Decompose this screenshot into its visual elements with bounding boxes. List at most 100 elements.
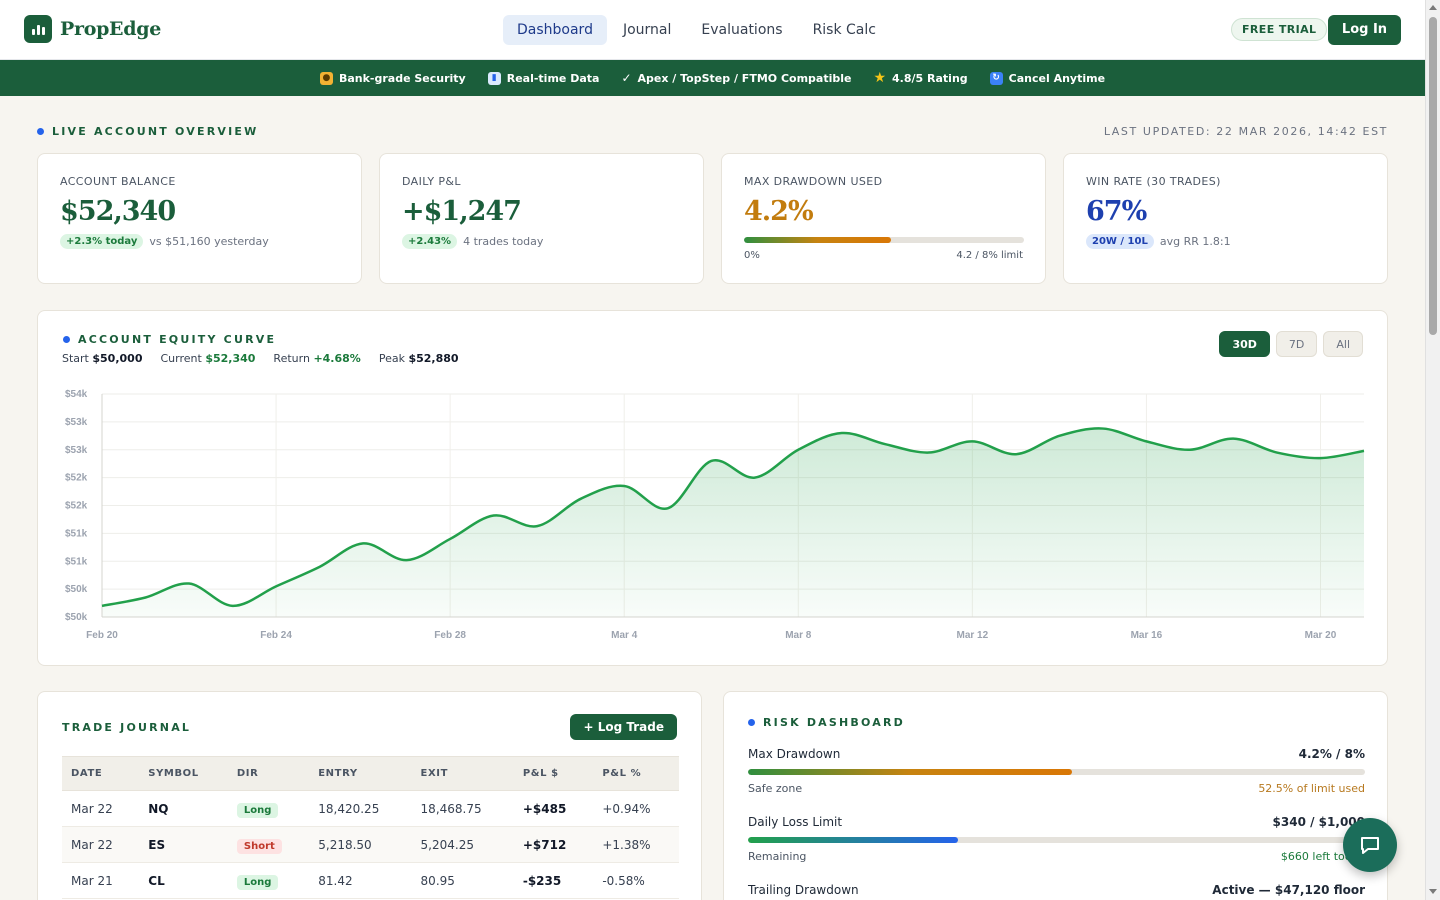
col-pnl[interactable]: P&L $: [513, 756, 594, 791]
risk-progress-bar: [748, 769, 1365, 775]
stat-return: Return +4.68%: [273, 352, 361, 365]
x-tick-label: Feb 28: [434, 630, 466, 641]
kpi-sub: +2.3% today vs $51,160 yesterday: [60, 234, 269, 249]
equity-point[interactable]: [1099, 425, 1107, 433]
table-row[interactable]: Mar 21 CL Long 81.42 80.95 -$235 -0.58%: [62, 862, 679, 899]
equity-point[interactable]: [359, 539, 367, 547]
kpi-value: 67%: [1086, 196, 1147, 227]
check-icon: ✓: [621, 71, 632, 85]
col-dir[interactable]: DIR: [227, 756, 310, 791]
equity-point[interactable]: [1142, 437, 1150, 445]
log-trade-button[interactable]: + Log Trade: [570, 714, 677, 740]
equity-point[interactable]: [272, 582, 280, 590]
col-date[interactable]: DATE: [62, 756, 140, 791]
kpi-value: +$1,247: [402, 196, 522, 227]
brand-logo[interactable]: PropEdge: [24, 15, 161, 43]
scroll-down-icon[interactable]: [1429, 889, 1437, 894]
y-tick-label: $50k: [65, 612, 88, 623]
cell-entry: 81.42: [309, 862, 412, 899]
equity-point[interactable]: [751, 474, 759, 482]
range-all-button[interactable]: All: [1323, 331, 1363, 357]
y-tick-label: $51k: [65, 556, 88, 567]
equity-point[interactable]: [1360, 447, 1368, 455]
nav-dashboard[interactable]: Dashboard: [503, 15, 607, 45]
equity-point[interactable]: [490, 512, 498, 520]
kpi-label: MAX DRAWDOWN USED: [744, 175, 883, 188]
trust-label: 4.8/5 Rating: [892, 71, 968, 85]
nav-evaluations[interactable]: Evaluations: [701, 22, 783, 38]
cell-pnl: +$712: [513, 826, 594, 863]
trust-bar: ● Bank-grade Security ▮ Real-time Data ✓…: [0, 60, 1425, 96]
equity-point[interactable]: [925, 449, 933, 457]
logo-bars-icon: [24, 15, 52, 43]
equity-point[interactable]: [881, 440, 889, 448]
equity-point[interactable]: [620, 482, 628, 490]
equity-point[interactable]: [229, 602, 237, 610]
equity-point[interactable]: [838, 429, 846, 437]
range-30d-button[interactable]: 30D: [1219, 331, 1270, 357]
equity-point[interactable]: [142, 593, 150, 601]
brand-name: PropEdge: [60, 18, 161, 40]
equity-point[interactable]: [1229, 435, 1237, 443]
risk-label: Max Drawdown: [748, 747, 841, 761]
risk-note-left: Remaining: [748, 850, 807, 863]
scroll-up-icon[interactable]: [1429, 5, 1437, 10]
equity-line[interactable]: [101, 427, 1365, 608]
cell-symbol: ES: [139, 826, 228, 863]
star-icon: ★: [873, 70, 887, 86]
page-scrollbar[interactable]: [1425, 0, 1440, 900]
kpi-value: $52,340: [60, 196, 176, 227]
risk-title: RISK DASHBOARD: [763, 716, 905, 729]
winloss-badge: 20W / 10L: [1086, 234, 1154, 249]
x-tick-label: Mar 12: [957, 630, 989, 641]
equity-point[interactable]: [185, 580, 193, 588]
chat-button[interactable]: [1343, 818, 1397, 872]
equity-point[interactable]: [794, 446, 802, 454]
trust-label: Cancel Anytime: [1008, 71, 1106, 85]
y-tick-label: $52k: [65, 473, 88, 484]
range-7d-button[interactable]: 7D: [1275, 331, 1318, 357]
risk-note-left: Safe zone: [748, 782, 803, 795]
equity-point[interactable]: [1273, 449, 1281, 457]
scrollbar-thumb[interactable]: [1429, 17, 1437, 335]
table-row[interactable]: Mar 22 NQ Long 18,420.25 18,468.75 +$485…: [62, 790, 679, 827]
trust-item-compatible: ✓ Apex / TopStep / FTMO Compatible: [621, 71, 851, 85]
equity-point[interactable]: [98, 602, 106, 610]
col-symbol[interactable]: SYMBOL: [139, 756, 228, 791]
equity-point[interactable]: [446, 535, 454, 543]
equity-point[interactable]: [316, 563, 324, 571]
col-exit[interactable]: EXIT: [411, 756, 514, 791]
equity-point[interactable]: [664, 504, 672, 512]
risk-label: Trailing Drawdown: [748, 883, 859, 897]
nav-journal[interactable]: Journal: [622, 22, 672, 38]
equity-point[interactable]: [1055, 432, 1063, 440]
risk-value: $340 / $1,000: [1272, 815, 1365, 829]
login-button[interactable]: Log In: [1328, 15, 1401, 45]
drawdown-min-label: 0%: [744, 250, 760, 261]
cell-pct: +1.38%: [593, 826, 679, 863]
equity-point[interactable]: [1316, 454, 1324, 462]
equity-point[interactable]: [707, 457, 715, 465]
lock-icon: ●: [319, 71, 333, 85]
equity-point[interactable]: [1012, 450, 1020, 458]
table-row[interactable]: Mar 22 ES Short 5,218.50 5,204.25 +$712 …: [62, 826, 679, 863]
free-trial-badge[interactable]: FREE TRIAL: [1231, 18, 1328, 41]
equity-title: ACCOUNT EQUITY CURVE: [78, 333, 277, 346]
section-dot-icon: [748, 719, 755, 726]
equity-point[interactable]: [577, 495, 585, 503]
col-entry[interactable]: ENTRY: [309, 756, 412, 791]
equity-point[interactable]: [533, 522, 541, 530]
trust-item-rating: ★ 4.8/5 Rating: [873, 70, 967, 86]
nav-risk-calc[interactable]: Risk Calc: [812, 22, 876, 38]
cell-exit: 5,204.25: [411, 826, 514, 863]
trust-item-data: ▮ Real-time Data: [487, 71, 599, 85]
col-pnl-pct[interactable]: P&L %: [593, 756, 679, 791]
equity-point[interactable]: [403, 556, 411, 564]
overview-heading: LIVE ACCOUNT OVERVIEW: [37, 125, 258, 138]
risk-max-drawdown: Max Drawdown 4.2% / 8% Safe zone 52.5% o…: [748, 747, 1365, 795]
equity-point[interactable]: [1186, 446, 1194, 454]
equity-point[interactable]: [968, 437, 976, 445]
cell-symbol: NQ: [139, 790, 228, 827]
trade-journal-card: TRADE JOURNAL + Log Trade DATE SYMBOL DI…: [37, 691, 702, 900]
trust-item-cancel: ↻ Cancel Anytime: [989, 71, 1106, 85]
